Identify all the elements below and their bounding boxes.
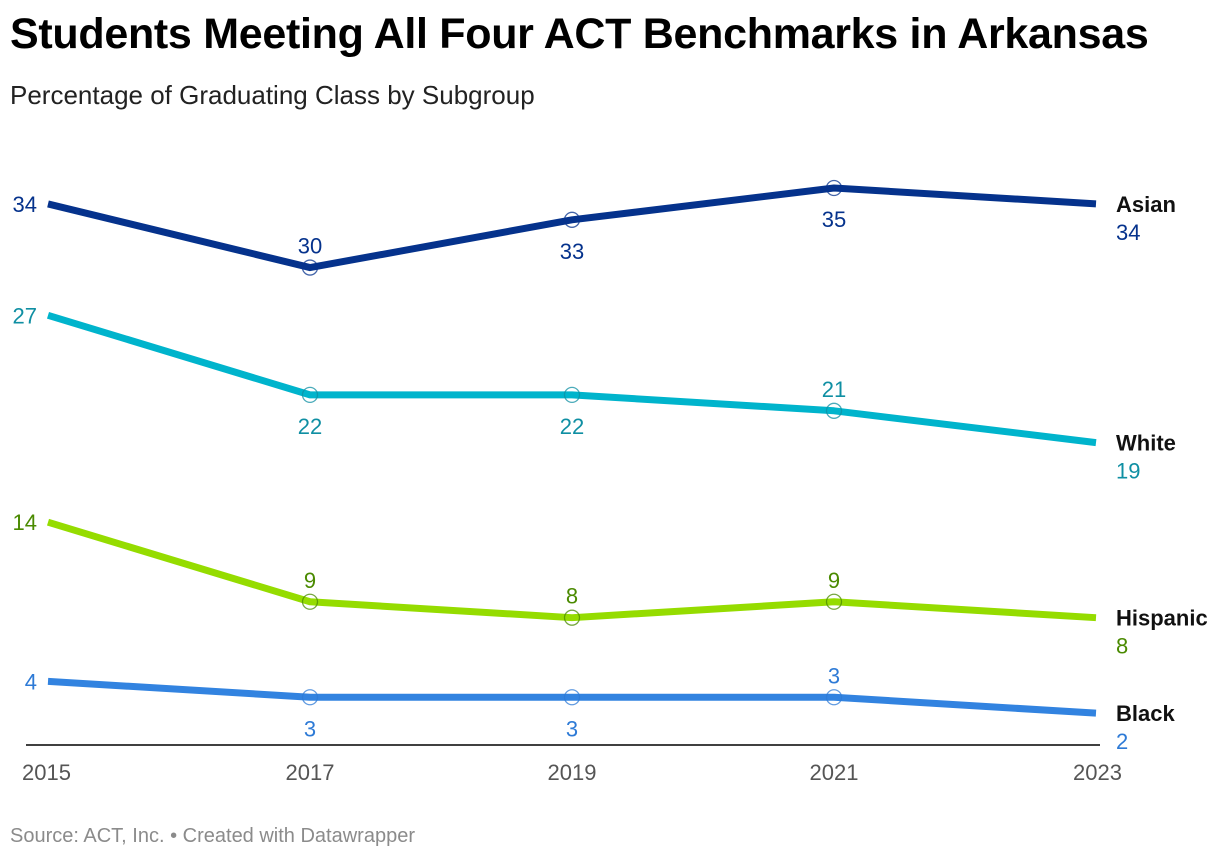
data-label-black-2019: 3 [566, 716, 578, 741]
series-line-white [46, 311, 1097, 447]
chart-title: Students Meeting All Four ACT Benchmarks… [10, 10, 1149, 58]
x-tick-label-2019: 2019 [548, 760, 597, 785]
data-label-asian-2019: 33 [560, 239, 584, 264]
data-label-hispanic-2017: 9 [304, 568, 316, 593]
data-label-asian-2021: 35 [822, 207, 846, 232]
x-tick-label-2015: 2015 [22, 760, 71, 785]
data-label-white-2021: 21 [822, 377, 846, 402]
x-tick-label-2017: 2017 [286, 760, 335, 785]
data-label-black-2017: 3 [304, 716, 316, 741]
data-point-black-2021 [825, 689, 843, 706]
data-label-black-2015: 4 [25, 669, 37, 694]
series-layer [46, 179, 1097, 717]
data-point-asian-2019 [563, 211, 581, 228]
series-name-hispanic: Hispanic [1116, 606, 1208, 631]
series-line-asian [47, 184, 1097, 272]
footer-separator: • [170, 825, 178, 847]
data-point-hispanic-2019 [563, 609, 581, 626]
data-label-hispanic-2019: 8 [566, 584, 578, 609]
data-label-asian-2017: 30 [298, 234, 322, 259]
series-line-hispanic [46, 518, 1097, 622]
data-label-white-2019: 22 [560, 414, 584, 439]
data-label-asian-2023: 34 [1116, 220, 1140, 245]
x-axis-ticks: 2015 2017 2019 2021 2023 [22, 760, 1122, 785]
x-tick-label-2023: 2023 [1073, 760, 1122, 785]
data-label-asian-2015: 34 [13, 192, 37, 217]
series-name-asian: Asian [1116, 192, 1176, 217]
data-point-white-2019 [563, 386, 581, 404]
series-name-black: Black [1116, 701, 1175, 726]
data-point-white-2017 [301, 386, 319, 404]
data-label-white-2015: 27 [13, 303, 37, 328]
source-note: Source: ACT, Inc. [10, 825, 165, 847]
series-line-black [47, 677, 1097, 717]
data-point-hispanic-2021 [825, 593, 843, 610]
data-label-hispanic-2023: 8 [1116, 634, 1128, 659]
data-label-hispanic-2021: 9 [828, 568, 840, 593]
data-point-black-2017 [301, 689, 319, 706]
data-point-black-2019 [563, 689, 581, 706]
data-point-asian-2021 [825, 179, 843, 197]
data-label-black-2021: 3 [828, 663, 840, 688]
x-tick-label-2021: 2021 [810, 760, 859, 785]
data-point-asian-2017 [301, 259, 319, 276]
data-label-white-2023: 19 [1116, 459, 1140, 484]
series-name-white: White [1116, 431, 1176, 456]
data-point-white-2021 [825, 402, 843, 419]
chart-subtitle: Percentage of Graduating Class by Subgro… [10, 80, 535, 110]
data-point-hispanic-2017 [301, 593, 319, 610]
data-label-white-2017: 22 [298, 414, 322, 439]
credit-note: Created with Datawrapper [182, 825, 415, 847]
footer: Source: ACT, Inc. • Created with Datawra… [10, 825, 415, 848]
data-label-hispanic-2015: 14 [13, 510, 37, 535]
data-label-black-2023: 2 [1116, 729, 1128, 754]
